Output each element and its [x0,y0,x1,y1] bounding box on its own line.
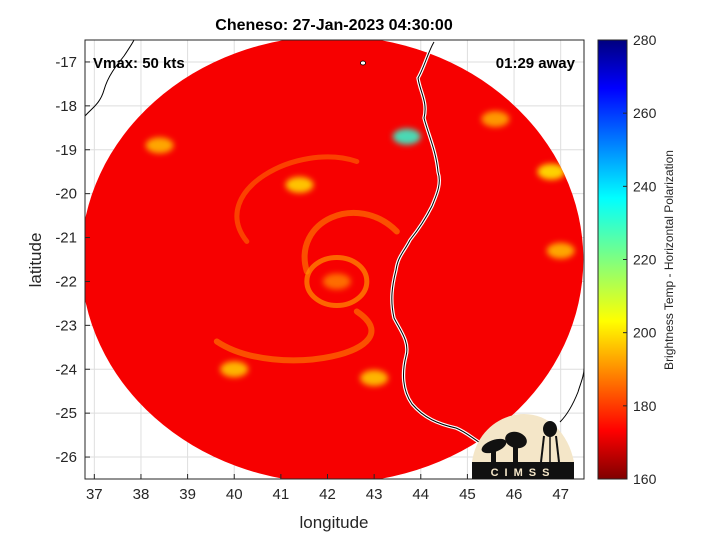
colorbar-tick-label: 240 [633,178,657,194]
colorbar-tick-label: 180 [633,398,657,414]
cold-feature [322,273,351,290]
y-axis-label: latitude [26,233,45,288]
y-tick-label: -21 [55,230,77,247]
y-tick-label: -18 [55,98,77,115]
spiral-band-south [213,308,375,364]
x-tick-label: 38 [133,486,150,503]
cimss-logo: CIMSS [472,414,574,479]
x-tick-label: 42 [319,486,336,503]
colorbar-ticks: 160 180 200 220 240 260 280 [623,32,657,487]
spiral-band-north [301,210,400,275]
time-offset-annotation: 01:29 away [496,55,576,72]
logo-dish-right-stand [513,444,518,462]
x-tick-label: 41 [273,486,290,503]
y-tick-label: -17 [55,54,77,71]
feature-layer [145,111,575,387]
logo-dish-left [481,438,507,454]
y-tick-label: -26 [55,449,77,466]
coastline-madagascar [391,41,483,445]
spiral-bands [213,154,400,364]
colorbar-tick-label: 260 [633,105,657,121]
coastline-east [559,367,584,423]
cold-feature [145,137,174,154]
colorbar-tick-label: 220 [633,252,657,268]
cold-feature [481,111,510,128]
cold-feature [220,361,249,378]
logo-text: CIMSS [491,467,556,479]
cold-feature [537,163,566,180]
x-tick-label: 46 [506,486,523,503]
logo-tower-tank [543,421,557,437]
axes-frame [84,39,585,480]
swath-group [85,40,584,479]
y-tick-label: -24 [55,361,77,378]
y-tick-label: -19 [55,142,77,159]
x-tick-label: 37 [86,486,103,503]
y-tick-label: -25 [55,405,77,422]
y-tick-label: -23 [55,317,77,334]
y-axis: -17 -18 -19 -20 -21 -22 -23 -24 -25 -26 [55,54,90,466]
y-tick-label: -22 [55,273,77,290]
colorbar-tick-label: 200 [633,325,657,341]
x-tick-label: 44 [412,486,429,503]
colorbar-tick-label: 280 [633,32,657,48]
logo-tower-leg-left [540,435,545,463]
x-tick-label: 39 [179,486,196,503]
x-tick-label: 45 [459,486,476,503]
chart-title: Cheneso: 27-Jan-2023 04:30:00 [215,17,453,34]
logo-dish-left-stand [491,448,496,462]
eye-wall-band [304,254,370,308]
small-island [360,60,366,66]
cold-feature [285,176,314,193]
colorbar [597,39,628,480]
x-tick-label: 47 [552,486,569,503]
vmax-annotation: Vmax: 50 kts [93,55,185,72]
y-tick-label: -20 [55,186,77,203]
logo-band [472,462,574,479]
x-tick-label: 40 [226,486,243,503]
cold-feature [392,128,421,145]
coastline-mozambique [85,40,135,117]
colorbar-label: Brightness Temp - Horizontal Polarizatio… [662,150,676,370]
cold-feature [360,370,389,387]
cold-feature [546,242,575,259]
logo-tower-leg-right [555,435,560,463]
logo-dish-right [505,431,527,449]
x-axis-label: longitude [299,513,368,532]
colorbar-tick-label: 160 [633,471,657,487]
spiral-band-outer [234,154,360,244]
x-tick-label: 43 [366,486,383,503]
